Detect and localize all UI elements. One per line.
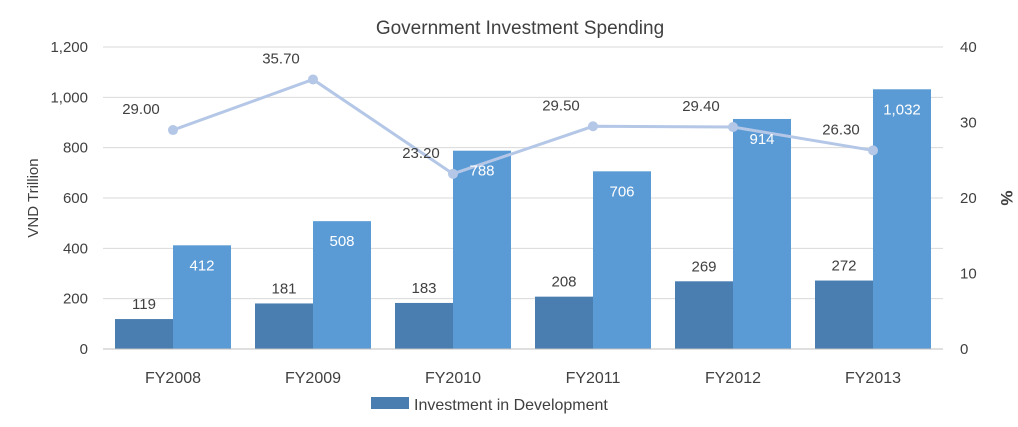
y2-tick-label: 0: [960, 341, 968, 358]
bar-label-dark: 269: [691, 258, 716, 275]
line-point-label: 29.00: [122, 101, 160, 118]
y-tick-label: 800: [63, 140, 88, 157]
bar-label-dark: 272: [831, 258, 856, 275]
line-point-label: 29.40: [682, 98, 720, 115]
bar-series-2: [873, 89, 931, 349]
line-point: [448, 168, 458, 179]
y2-axis-ticks: 0 10 20 30 40: [960, 39, 977, 358]
bar-label-light: 1,032: [883, 101, 921, 118]
line-point-label: 23.20: [402, 145, 440, 162]
bar-label-dark: 181: [271, 280, 296, 297]
data-labels: 119 412 181 508 183 788 208 706 269 914 272 1,032 29…: [122, 50, 921, 313]
bar-series-2: [733, 118, 791, 349]
bar-investment-in-development: [535, 296, 593, 349]
line-point: [588, 121, 598, 132]
x-category-label: FY2010: [425, 370, 481, 387]
x-category-label: FY2009: [285, 370, 341, 387]
line-point: [728, 122, 738, 133]
chart-title: Government Investment Spending: [376, 18, 664, 39]
bar-series-2: [453, 150, 511, 349]
y2-axis-label: %: [997, 190, 1016, 205]
y-tick-label: 1,000: [50, 89, 88, 106]
y-tick-label: 400: [63, 240, 88, 257]
x-category-label: FY2012: [705, 370, 761, 387]
bar-series: [115, 89, 931, 349]
legend: Investment in Development: [371, 397, 608, 414]
bar-series-2: [593, 171, 651, 349]
line-point-label: 29.50: [542, 97, 580, 114]
x-category-label: FY2011: [566, 370, 621, 387]
line-series: [168, 74, 878, 179]
y-tick-label: 200: [63, 291, 88, 308]
line-point: [308, 74, 318, 85]
bar-investment-in-development: [115, 319, 173, 349]
y2-tick-label: 30: [960, 115, 977, 132]
y-tick-label: 1,200: [50, 39, 88, 56]
legend-swatch: [371, 397, 409, 409]
y-tick-label: 0: [80, 341, 88, 358]
bar-investment-in-development: [395, 302, 453, 349]
bar-series-2: [313, 221, 371, 349]
bar-label-light: 412: [189, 257, 214, 274]
bar-label-light: 706: [609, 183, 634, 200]
line-point-label: 35.70: [262, 50, 300, 67]
bar-investment-in-development: [255, 303, 313, 349]
x-category-label: FY2013: [845, 370, 901, 387]
legend-label: Investment in Development: [414, 397, 608, 414]
y2-tick-label: 20: [960, 190, 977, 207]
y2-tick-label: 10: [960, 266, 977, 283]
y-axis-label: VND Trillion: [25, 158, 42, 237]
bar-label-dark: 119: [132, 296, 156, 313]
x-axis-categories: FY2008 FY2009 FY2010 FY2011 FY2012 FY2013: [145, 370, 901, 387]
bar-label-light: 788: [469, 163, 494, 180]
bar-investment-in-development: [815, 280, 873, 349]
line-point-label: 26.30: [822, 121, 860, 138]
line-series-path: [172, 77, 874, 176]
gridlines: [103, 46, 943, 300]
bar-investment-in-development: [675, 281, 733, 349]
y2-tick-label: 40: [960, 39, 977, 56]
bar-label-dark: 183: [411, 280, 436, 297]
line-point: [168, 125, 178, 136]
bar-series-2: [173, 245, 231, 349]
line-point: [868, 145, 878, 156]
bar-label-light: 508: [329, 233, 354, 250]
x-category-label: FY2008: [145, 370, 201, 387]
bar-label-light: 914: [749, 131, 774, 148]
bar-label-dark: 208: [551, 274, 576, 291]
y-tick-label: 600: [63, 190, 88, 207]
y-axis-ticks: 0 200 400 600 800 1,000 1,200: [50, 39, 88, 358]
